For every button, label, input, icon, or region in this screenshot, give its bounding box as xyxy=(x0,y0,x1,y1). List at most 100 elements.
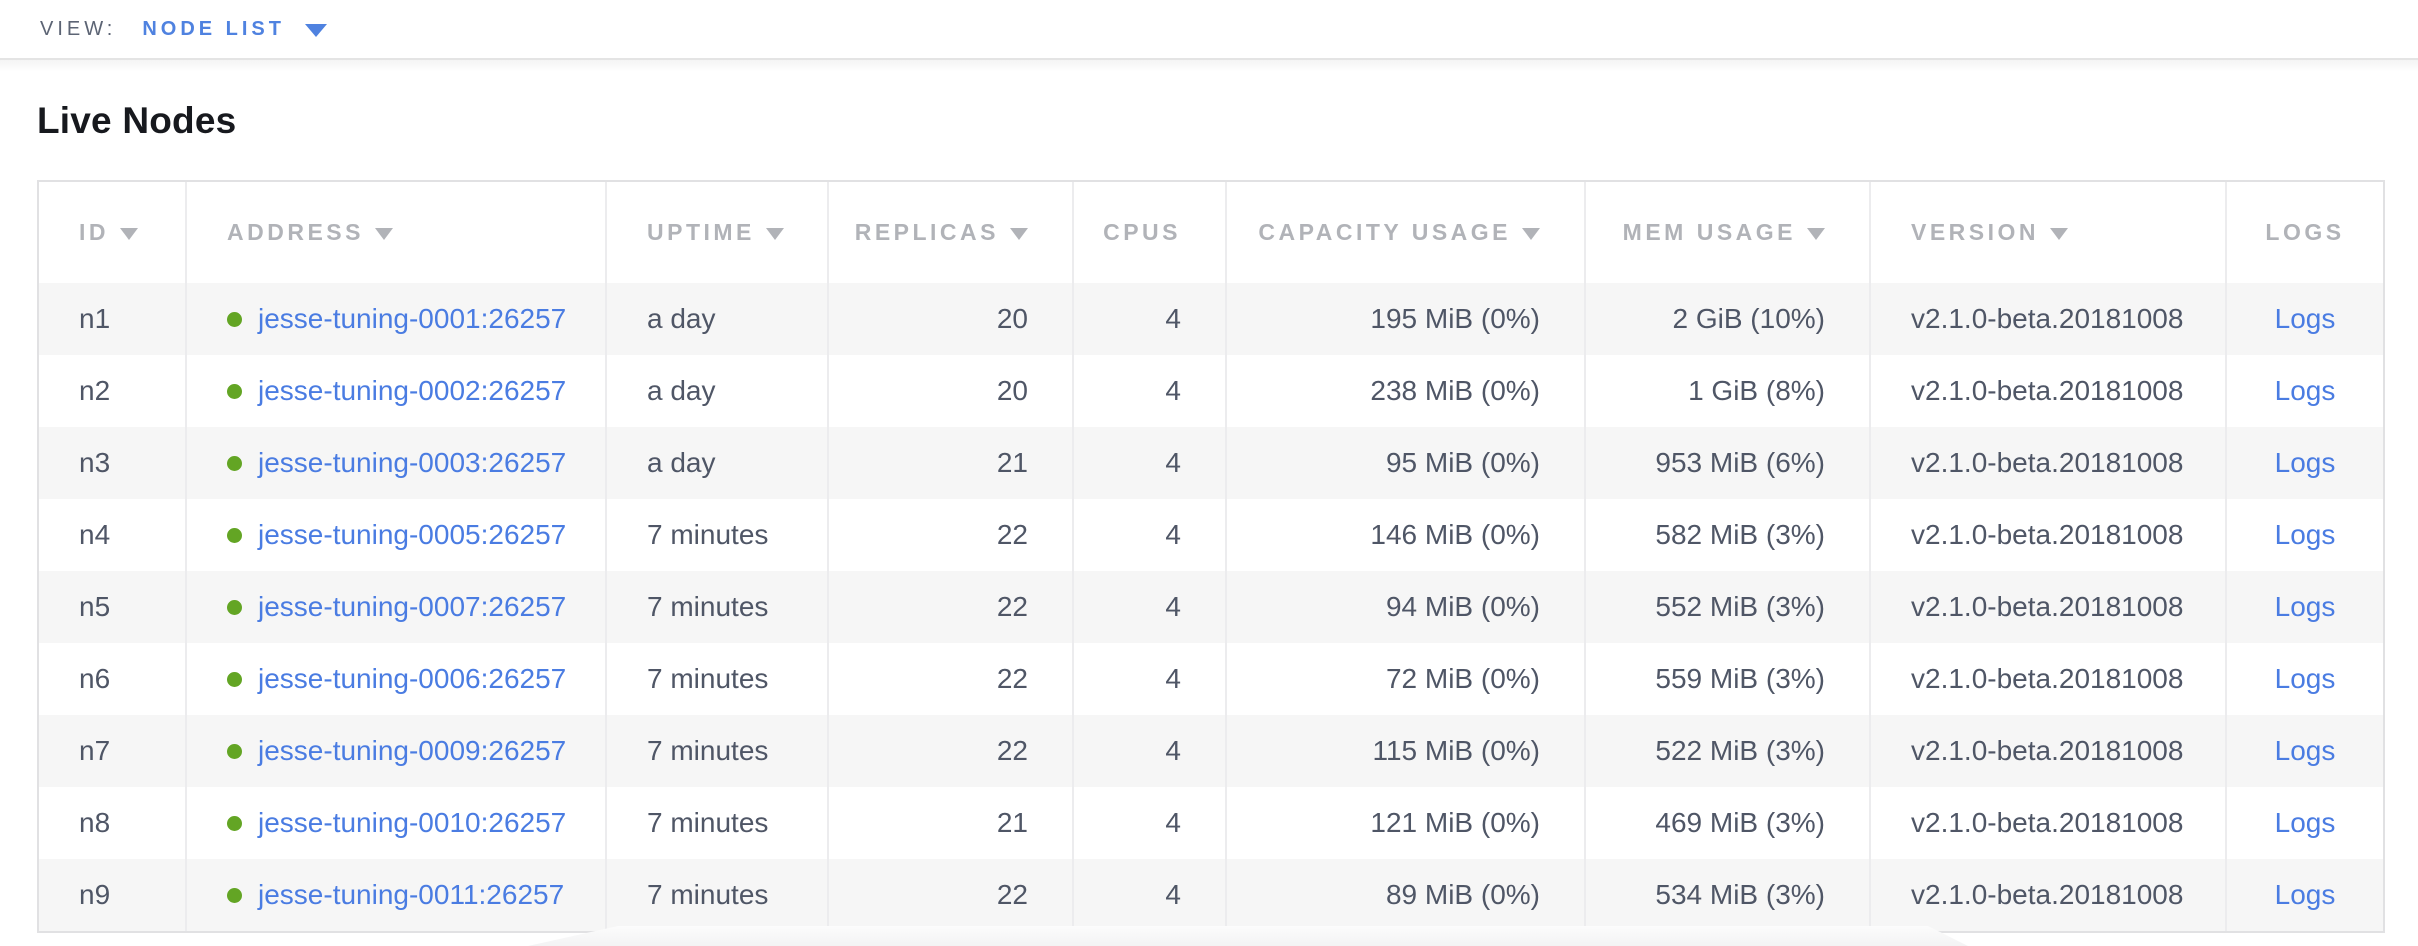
cell-uptime: 7 minutes xyxy=(607,715,829,787)
cell-version: v2.1.0-beta.20181008 xyxy=(1871,571,2227,643)
column-header-label: LOGS xyxy=(2265,219,2345,245)
cell-address: jesse-tuning-0009:26257 xyxy=(187,715,607,787)
node-address-link[interactable]: jesse-tuning-0007:26257 xyxy=(258,591,567,622)
live-nodes-table: ID ADDRESS UPTIME REPLICAS CPUS CAPACITY USAG… xyxy=(37,180,2385,933)
column-header-id[interactable]: ID xyxy=(39,182,187,283)
node-row-n5: n5 jesse-tuning-0007:26257 7 minutes 22 4 94 … xyxy=(39,571,2383,643)
logs-link[interactable]: Logs xyxy=(2274,807,2336,838)
cell-cpus: 4 xyxy=(1074,859,1227,931)
topbar-shadow xyxy=(0,60,2418,72)
logs-link[interactable]: Logs xyxy=(2274,663,2336,694)
cell-id: n1 xyxy=(39,283,187,355)
cell-id: n9 xyxy=(39,859,187,931)
live-status-dot xyxy=(227,455,242,471)
cell-address: jesse-tuning-0001:26257 xyxy=(187,283,607,355)
column-header-uptime[interactable]: UPTIME xyxy=(607,182,829,283)
live-status-dot xyxy=(227,743,242,759)
cell-version: v2.1.0-beta.20181008 xyxy=(1871,427,2227,499)
cell-address: jesse-tuning-0007:26257 xyxy=(187,571,607,643)
cell-logs: Logs xyxy=(2227,499,2383,571)
cell-uptime: a day xyxy=(607,283,829,355)
column-header-address[interactable]: ADDRESS xyxy=(187,182,607,283)
node-address-link[interactable]: jesse-tuning-0003:26257 xyxy=(258,447,567,478)
cell-uptime: a day xyxy=(607,355,829,427)
cell-cpus: 4 xyxy=(1074,427,1227,499)
cell-uptime: 7 minutes xyxy=(607,499,829,571)
cell-logs: Logs xyxy=(2227,355,2383,427)
live-status-dot xyxy=(227,383,242,399)
cell-cpus: 4 xyxy=(1074,283,1227,355)
cell-mem: 522 MiB (3%) xyxy=(1586,715,1871,787)
cell-capacity: 89 MiB (0%) xyxy=(1227,859,1586,931)
cell-replicas: 21 xyxy=(829,787,1074,859)
cell-replicas: 22 xyxy=(829,571,1074,643)
cell-id: n4 xyxy=(39,499,187,571)
node-row-n3: n3 jesse-tuning-0003:26257 a day 21 4 95 MiB … xyxy=(39,427,2383,499)
cell-mem: 1 GiB (8%) xyxy=(1586,355,1871,427)
node-address-link[interactable]: jesse-tuning-0005:26257 xyxy=(258,519,567,550)
logs-link[interactable]: Logs xyxy=(2274,735,2336,766)
cell-replicas: 22 xyxy=(829,715,1074,787)
cell-mem: 552 MiB (3%) xyxy=(1586,571,1871,643)
cell-version: v2.1.0-beta.20181008 xyxy=(1871,859,2227,931)
cell-replicas: 22 xyxy=(829,499,1074,571)
cell-replicas: 20 xyxy=(829,355,1074,427)
live-status-dot xyxy=(227,887,242,903)
column-header-label: MEM USAGE xyxy=(1622,219,1796,245)
column-header-replicas[interactable]: REPLICAS xyxy=(829,182,1074,283)
cell-id: n7 xyxy=(39,715,187,787)
cell-cpus: 4 xyxy=(1074,571,1227,643)
column-header-label: REPLICAS xyxy=(854,219,999,245)
logs-link[interactable]: Logs xyxy=(2274,879,2336,910)
cell-cpus: 4 xyxy=(1074,499,1227,571)
cell-logs: Logs xyxy=(2227,643,2383,715)
logs-link[interactable]: Logs xyxy=(2274,375,2336,406)
node-address-link[interactable]: jesse-tuning-0009:26257 xyxy=(258,735,567,766)
logs-link[interactable]: Logs xyxy=(2274,447,2336,478)
cell-logs: Logs xyxy=(2227,715,2383,787)
cell-capacity: 95 MiB (0%) xyxy=(1227,427,1586,499)
node-row-n6: n6 jesse-tuning-0006:26257 7 minutes 22 4 72 … xyxy=(39,643,2383,715)
node-address-link[interactable]: jesse-tuning-0001:26257 xyxy=(258,303,567,334)
cell-replicas: 21 xyxy=(829,427,1074,499)
node-row-n1: n1 jesse-tuning-0001:26257 a day 20 4 195 MiB… xyxy=(39,283,2383,355)
cell-replicas: 20 xyxy=(829,283,1074,355)
live-status-dot xyxy=(227,599,242,615)
cell-capacity: 121 MiB (0%) xyxy=(1227,787,1586,859)
cell-logs: Logs xyxy=(2227,859,2383,931)
cell-address: jesse-tuning-0005:26257 xyxy=(187,499,607,571)
node-row-n9: n9 jesse-tuning-0011:26257 7 minutes 22 4 89 … xyxy=(39,859,2383,931)
next-section-shadow xyxy=(528,926,1968,946)
node-address-link[interactable]: jesse-tuning-0002:26257 xyxy=(258,375,567,406)
logs-link[interactable]: Logs xyxy=(2274,519,2336,550)
cell-capacity: 72 MiB (0%) xyxy=(1227,643,1586,715)
cell-capacity: 146 MiB (0%) xyxy=(1227,499,1586,571)
node-address-link[interactable]: jesse-tuning-0011:26257 xyxy=(258,879,565,910)
sort-desc-icon xyxy=(1010,228,1028,240)
chevron-down-icon xyxy=(304,24,327,37)
cell-cpus: 4 xyxy=(1074,715,1227,787)
node-row-n7: n7 jesse-tuning-0009:26257 7 minutes 22 4 115… xyxy=(39,715,2383,787)
column-header-label: UPTIME xyxy=(647,219,755,245)
cell-logs: Logs xyxy=(2227,283,2383,355)
cell-uptime: 7 minutes xyxy=(607,643,829,715)
cell-cpus: 4 xyxy=(1074,643,1227,715)
cell-capacity: 195 MiB (0%) xyxy=(1227,283,1586,355)
column-header-version[interactable]: VERSION xyxy=(1871,182,2227,283)
logs-link[interactable]: Logs xyxy=(2274,303,2336,334)
cell-id: n6 xyxy=(39,643,187,715)
cell-address: jesse-tuning-0003:26257 xyxy=(187,427,607,499)
cell-id: n2 xyxy=(39,355,187,427)
column-header-cpus: CPUS xyxy=(1074,182,1227,283)
column-header-label: VERSION xyxy=(1911,219,2040,245)
sort-desc-icon xyxy=(374,228,393,240)
node-address-link[interactable]: jesse-tuning-0010:26257 xyxy=(258,807,567,838)
view-selector-dropdown[interactable]: NODE LIST xyxy=(142,18,327,41)
live-status-dot xyxy=(227,671,242,687)
logs-link[interactable]: Logs xyxy=(2274,591,2336,622)
node-address-link[interactable]: jesse-tuning-0006:26257 xyxy=(258,663,567,694)
view-label: VIEW: xyxy=(40,17,117,40)
column-header-capacity[interactable]: CAPACITY USAGE xyxy=(1227,182,1586,283)
column-header-mem[interactable]: MEM USAGE xyxy=(1586,182,1871,283)
cell-capacity: 94 MiB (0%) xyxy=(1227,571,1586,643)
